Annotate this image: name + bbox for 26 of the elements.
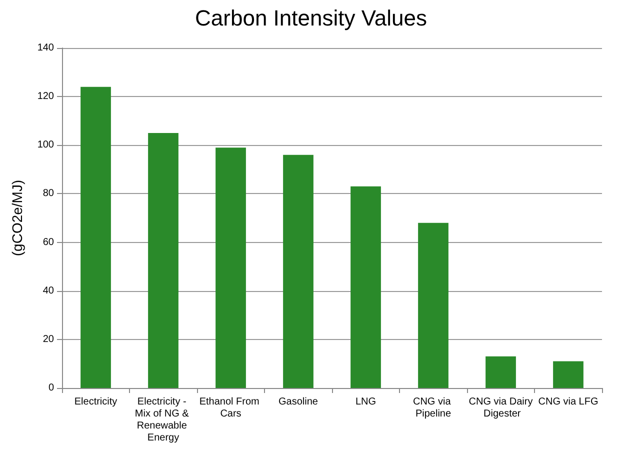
y-tick-label: 0 [48,382,54,394]
bar [216,148,246,388]
bar [80,86,111,388]
x-tick-label: CNG via Pipeline [412,396,454,420]
y-tick-label: 80 [42,188,54,200]
bar [418,222,448,388]
bar [148,133,178,388]
bar [283,154,314,388]
y-tick-label: 20 [42,334,54,345]
bar [350,186,381,388]
y-tick-label: 60 [42,236,54,248]
y-tick-label: 120 [37,91,54,102]
chart-title: Carbon Intensity Values [195,6,427,30]
x-tick-label: Gasoline [278,396,318,408]
x-tick-label: Ethanol From Cars [199,396,262,420]
y-tick-label: 40 [42,285,54,296]
y-tick-label: 100 [37,140,54,151]
y-axis-title: (gCO2e/MJ) [9,180,25,256]
x-tick-label: LNG [355,396,376,408]
x-tick-label: CNG via Dairy Digester [468,396,533,420]
bar [553,361,584,388]
bar [486,356,516,388]
y-tick-label: 140 [37,42,54,54]
x-tick-label: CNG via LFG [538,396,598,408]
x-tick-label: Electricity [74,396,118,408]
x-tick-label: Electricity - Mix of NG & Renewable Energy [134,396,192,444]
